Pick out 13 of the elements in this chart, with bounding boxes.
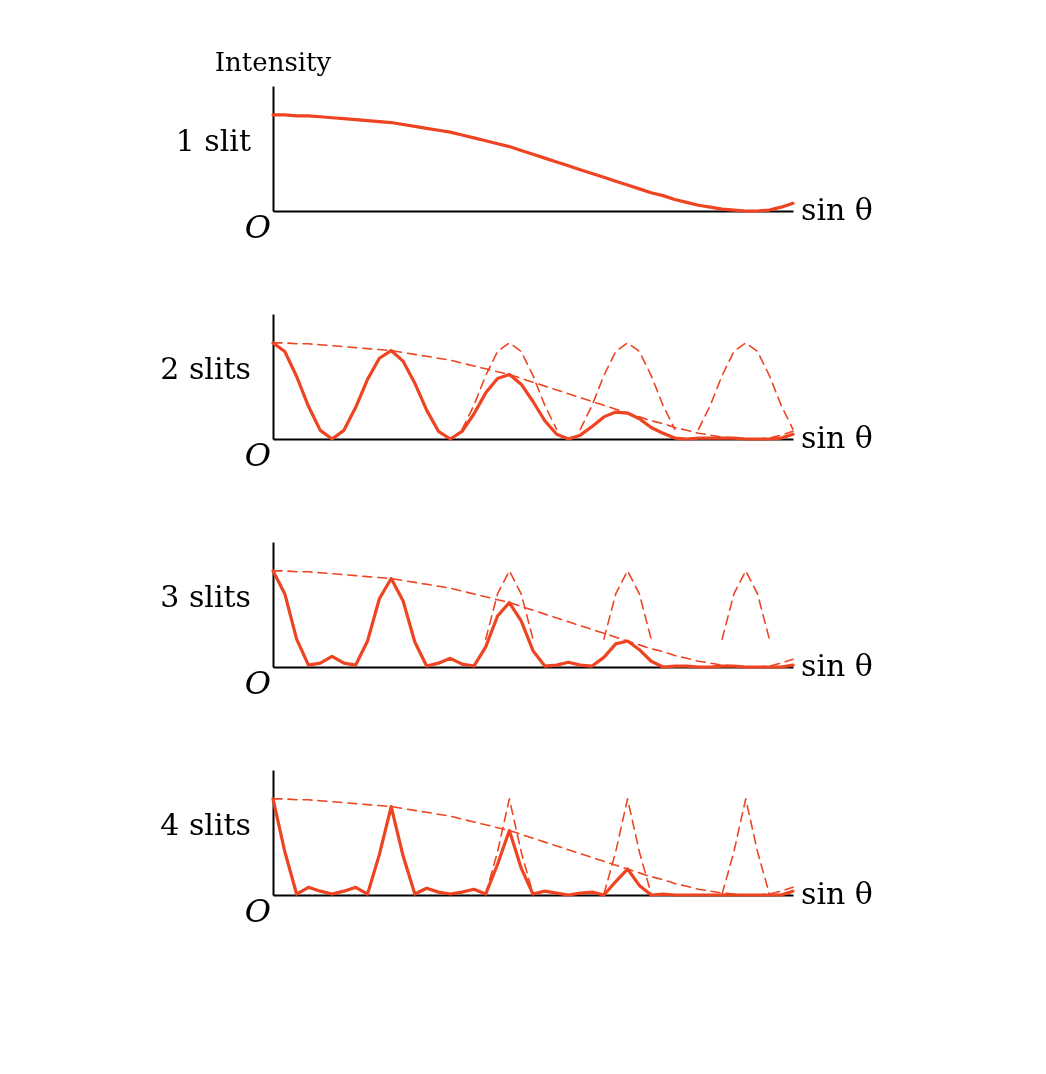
- text: O: [244, 892, 271, 930]
- x-axis-title: sin θ: [801, 876, 873, 911]
- chart-title: 3 slits: [160, 579, 251, 615]
- y-axis-title: Intensity: [214, 47, 332, 77]
- x-axis-title: sin θ: [801, 420, 873, 455]
- x-axis-title: sin θ: [801, 648, 873, 683]
- x-axis-title: sin θ: [801, 192, 873, 227]
- text: O: [244, 208, 271, 246]
- chart-title: 4 slits: [160, 807, 251, 843]
- chart-title: 1 slit: [175, 123, 251, 159]
- text: O: [244, 436, 271, 474]
- text: O: [244, 664, 271, 702]
- chart-title: 2 slits: [160, 351, 251, 387]
